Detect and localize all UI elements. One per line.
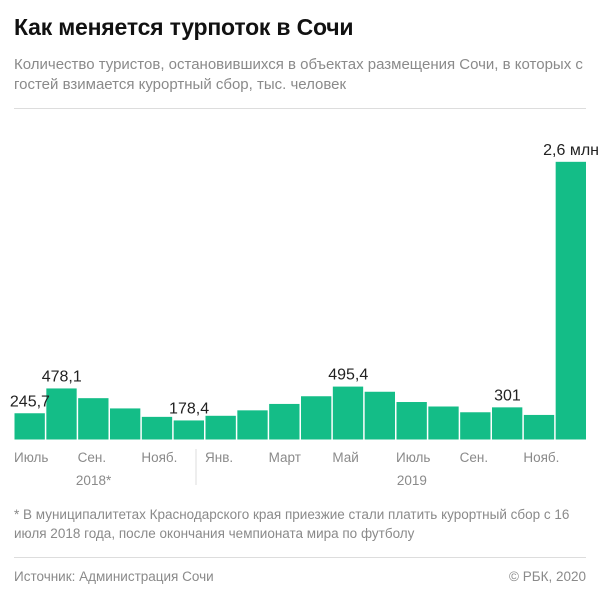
- bar-2018-10: [110, 408, 141, 440]
- bar-2019-04: [301, 396, 332, 440]
- x-tick-label: Сен.: [460, 450, 488, 465]
- copyright-text: © РБК, 2020: [509, 569, 586, 584]
- bar-chart: 245,7 478,1 178,4 495,4 301 2,6 млн Июль Сен. Но…: [10, 142, 599, 488]
- x-tick-label: Сен.: [78, 450, 106, 465]
- bar-2019-09: [460, 412, 491, 440]
- bar-2019-10: [492, 407, 523, 440]
- bar-2019-05: [332, 386, 364, 440]
- data-label: 2,6 млн: [543, 142, 599, 159]
- x-tick-label: Нояб.: [523, 450, 559, 465]
- x-tick-label: Май: [332, 450, 358, 465]
- data-label: 301: [494, 387, 521, 404]
- bar-2019-07: [396, 402, 427, 440]
- data-label: 178,4: [169, 400, 209, 417]
- bar-2018-09: [78, 398, 109, 440]
- bar-2019-01: [205, 415, 236, 440]
- footnote: * В муниципалитетах Краснодарского края …: [14, 507, 570, 541]
- x-tick-label: Март: [269, 450, 301, 465]
- data-label: 478,1: [42, 368, 82, 385]
- header-divider: [14, 108, 586, 109]
- bar-2019-12: [555, 161, 586, 440]
- bar-2018-07: [14, 413, 45, 440]
- x-tick-label: Нояб.: [141, 450, 177, 465]
- chart-title: Как меняется турпоток в Сочи: [14, 14, 354, 40]
- bar-2019-03: [269, 403, 300, 440]
- year-label: 2019: [397, 473, 427, 488]
- bar-2018-12: [173, 420, 204, 440]
- data-label: 245,7: [10, 393, 50, 410]
- x-tick-label: Июль: [14, 450, 48, 465]
- x-tick-label: Янв.: [205, 450, 233, 465]
- bar-2018-11: [141, 416, 173, 440]
- bar-2019-08: [428, 406, 459, 440]
- year-label: 2018*: [76, 473, 112, 488]
- bar-2019-11: [523, 414, 555, 440]
- bar-2019-06: [364, 391, 395, 440]
- footer-divider: [14, 557, 586, 558]
- bar-2018-08: [46, 388, 77, 440]
- x-tick-label: Июль: [396, 450, 430, 465]
- data-label: 495,4: [328, 367, 368, 384]
- chart-subtitle: Количество туристов, остановившихся в об…: [14, 56, 583, 93]
- bar-2019-02: [237, 410, 268, 440]
- source-text: Источник: Администрация Сочи: [14, 569, 214, 584]
